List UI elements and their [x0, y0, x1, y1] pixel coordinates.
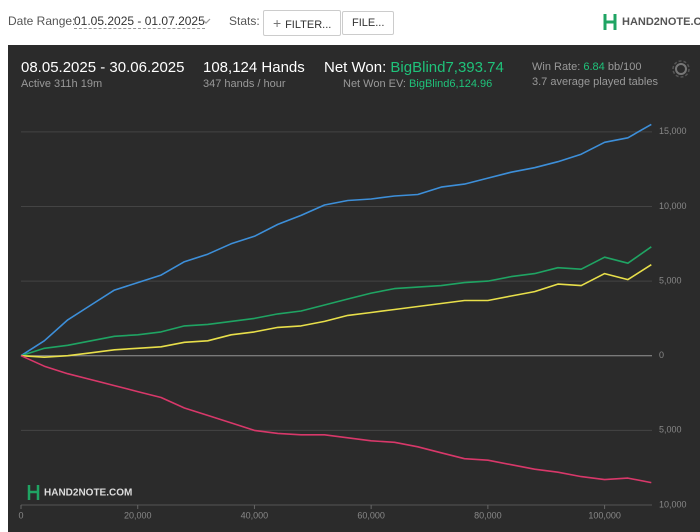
- filter-button[interactable]: + FILTER...: [263, 10, 342, 36]
- hands: 108,124 Hands: [203, 59, 305, 76]
- x-tick-label: 20,000: [124, 510, 152, 520]
- settings-icon[interactable]: [672, 60, 690, 78]
- y-tick-label: 10,000: [659, 201, 687, 211]
- series-line: [20, 264, 652, 358]
- x-tick-label: 60,000: [357, 510, 385, 520]
- date-range-label: Date Range:: [8, 14, 76, 28]
- stats-panel: [8, 45, 700, 532]
- x-tick-label: 0: [18, 510, 23, 520]
- hands-per-hour: 347 hands / hour: [203, 78, 286, 90]
- win-rate: 6.84: [583, 61, 605, 73]
- y-tick-label: 10,000: [659, 499, 687, 509]
- period: 08.05.2025 - 30.06.2025: [21, 59, 185, 76]
- net-won-ev: BigBlind6,124.96: [409, 78, 493, 90]
- file-button[interactable]: FILE...: [342, 11, 395, 35]
- y-tick-label: 15,000: [659, 126, 687, 136]
- date-range[interactable]: 01.05.2025 - 01.07.2025: [74, 14, 205, 29]
- y-tick-label: 5,000: [659, 425, 682, 435]
- y-tick-label: 0: [659, 350, 664, 360]
- filter-text: FILTER...: [285, 19, 332, 31]
- logo-icon: [603, 14, 617, 30]
- series-line: [20, 123, 652, 357]
- x-tick-label: 80,000: [474, 510, 502, 520]
- tables: 3.7 average played tables: [532, 76, 658, 88]
- x-tick-label: 40,000: [241, 510, 269, 520]
- win-rate-unit: bb/100: [607, 61, 642, 73]
- watermark: HAND2NOTE.COM: [44, 488, 132, 499]
- active: Active 311h 19m: [21, 78, 103, 90]
- watermark-icon: [27, 485, 40, 500]
- net-won-label: Net Won:: [324, 59, 387, 76]
- y-tick-label: 5,000: [659, 275, 682, 285]
- x-tick-label: 100,000: [588, 510, 621, 520]
- stats-label: Stats:: [229, 14, 260, 28]
- win-rate-label: Win Rate:: [532, 61, 581, 73]
- net-won: BigBlind7,393.74: [390, 59, 504, 76]
- series-line: [20, 354, 652, 484]
- net-won-ev-label: Net Won EV:: [343, 78, 406, 90]
- series-line: [20, 246, 652, 357]
- logo-text: HAND2NOTE.COM: [622, 16, 700, 28]
